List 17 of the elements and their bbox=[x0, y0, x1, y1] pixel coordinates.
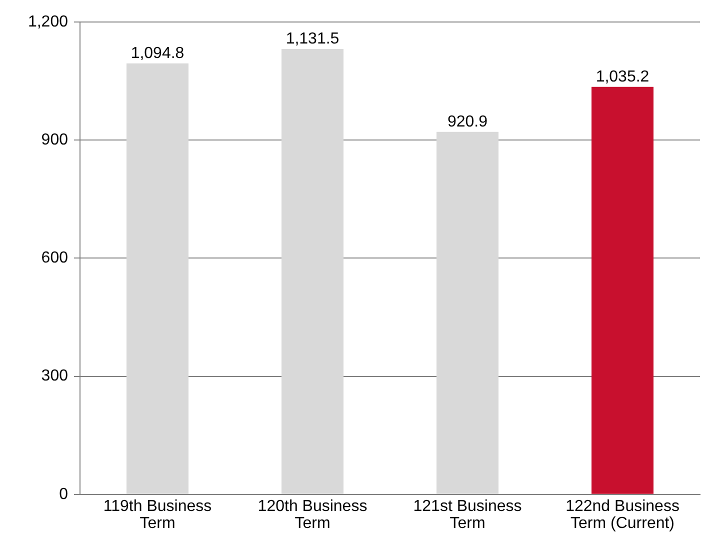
x-tick-label: 122nd Business Term (Current) bbox=[566, 498, 680, 532]
y-tick-label: 300 bbox=[41, 368, 68, 385]
bar bbox=[126, 63, 188, 494]
y-tick-label: 900 bbox=[41, 132, 68, 149]
data-label: 1,094.8 bbox=[130, 44, 184, 62]
data-label: 1,131.5 bbox=[286, 30, 340, 48]
x-tick-label: 120th Business Term bbox=[258, 498, 368, 532]
data-label: 920.9 bbox=[447, 113, 488, 130]
bar bbox=[592, 86, 654, 494]
y-tick-label: 0 bbox=[59, 486, 68, 503]
x-tick-label: 121st Business Term bbox=[413, 498, 522, 532]
data-label: 1,035.2 bbox=[596, 68, 650, 86]
x-tick-label: 119th Business Term bbox=[103, 498, 212, 532]
bar bbox=[282, 48, 344, 494]
y-tick-label: 600 bbox=[41, 250, 68, 267]
y-tick-label: 1,200 bbox=[28, 13, 68, 30]
bar bbox=[436, 132, 498, 494]
